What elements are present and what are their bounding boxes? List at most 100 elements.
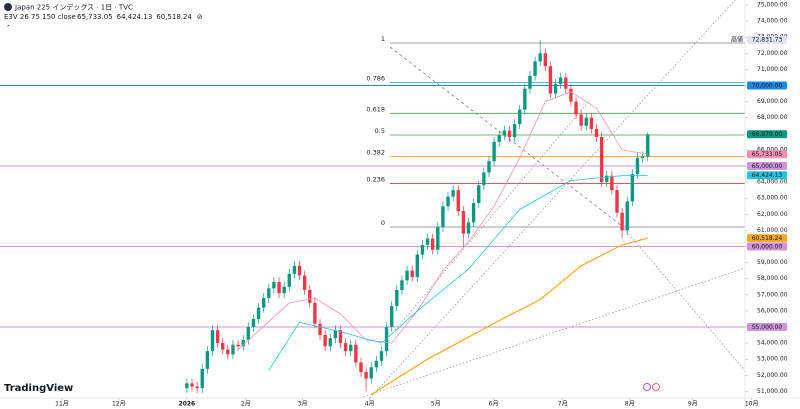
y-tick-label: 64,000.00 bbox=[757, 179, 788, 186]
candle-body bbox=[558, 77, 563, 84]
high-price-label-text: 72,831.73 bbox=[752, 37, 783, 44]
x-tick-label: 2月 bbox=[241, 401, 251, 408]
ema-line bbox=[237, 91, 648, 350]
candle-body bbox=[261, 298, 266, 308]
indicator-name: E3V 26 75 150 close bbox=[4, 13, 76, 21]
candle-body bbox=[338, 330, 343, 344]
candle-body bbox=[251, 318, 256, 327]
candle-body bbox=[236, 344, 240, 347]
x-tick-label: 7月 bbox=[558, 401, 568, 408]
candle-body bbox=[502, 130, 507, 136]
candle-body bbox=[384, 327, 389, 352]
candle-body bbox=[369, 367, 373, 379]
candle-body bbox=[231, 344, 235, 355]
candle-body bbox=[630, 174, 635, 202]
ema-price-label-text: 65,733.05 bbox=[752, 151, 783, 158]
hline-price-label-text: 65,000.00 bbox=[752, 163, 783, 170]
hline-price-label-text: 60,000.00 bbox=[752, 243, 783, 250]
candle-body bbox=[200, 368, 204, 389]
candle-body bbox=[302, 275, 307, 290]
candle-body bbox=[430, 238, 435, 250]
plot-area bbox=[0, 0, 745, 398]
candle-body bbox=[415, 254, 420, 278]
y-tick-label: 52,000.00 bbox=[757, 372, 788, 379]
candle-body bbox=[482, 172, 486, 186]
candle-body bbox=[625, 201, 629, 231]
candle-body bbox=[610, 175, 614, 191]
hline-price-label-text: 70,000.00 bbox=[752, 82, 783, 89]
hide-icon: ⊘ bbox=[197, 13, 203, 21]
trend-line bbox=[359, 267, 745, 398]
candle-body bbox=[267, 288, 271, 299]
candle-body bbox=[354, 344, 358, 363]
candle-body bbox=[185, 383, 189, 389]
candle-body bbox=[282, 286, 286, 294]
candle-body bbox=[190, 383, 194, 387]
hline-price-label-text: 55,000.00 bbox=[752, 324, 783, 331]
candle-body bbox=[374, 360, 379, 368]
candle-body bbox=[605, 175, 609, 183]
fib-label: 0 bbox=[381, 219, 385, 227]
chart-title: Japan 225 インデックス · 1日 · TVC bbox=[14, 3, 133, 12]
candle-body bbox=[436, 227, 440, 250]
candle-body bbox=[313, 302, 317, 324]
y-tick-label: 51,000.00 bbox=[757, 388, 788, 395]
candle-body bbox=[328, 338, 332, 347]
ema-line bbox=[370, 237, 648, 396]
symbol-icon bbox=[4, 3, 12, 11]
candle-body bbox=[246, 327, 251, 340]
y-tick-label: 62,000.00 bbox=[757, 211, 788, 218]
brand-logo: TradingView bbox=[4, 383, 73, 394]
candle-body bbox=[343, 343, 348, 352]
fib-label: 0.618 bbox=[366, 105, 385, 113]
candle-body bbox=[579, 114, 583, 126]
candle-body bbox=[487, 161, 491, 173]
candle-body bbox=[646, 134, 650, 157]
hline-price-label bbox=[747, 162, 787, 170]
y-tick-label: 69,000.00 bbox=[757, 98, 788, 105]
last-price-label bbox=[747, 130, 787, 139]
x-tick-label: 2026 bbox=[179, 401, 196, 408]
last-price-label-text: 66,970.00 bbox=[752, 131, 783, 138]
candle-body bbox=[364, 372, 368, 379]
x-tick-label: 3月 bbox=[298, 401, 308, 408]
fib-diagonal bbox=[389, 46, 623, 227]
collapse-toggle[interactable]: ⌃ bbox=[6, 25, 11, 32]
candle-body bbox=[492, 141, 496, 162]
x-tick-label: 10月 bbox=[745, 401, 759, 408]
candle-body bbox=[523, 88, 527, 110]
y-tick-label: 75,000.00 bbox=[757, 2, 788, 9]
indicator-value: 60,518.24 bbox=[156, 13, 192, 21]
event-icon[interactable] bbox=[643, 383, 651, 391]
candle-body bbox=[195, 386, 199, 389]
event-icon[interactable] bbox=[652, 383, 660, 391]
candle-body bbox=[287, 273, 291, 287]
ema-price-label bbox=[747, 150, 787, 159]
candle-body bbox=[466, 222, 471, 234]
candle-body bbox=[620, 212, 624, 231]
candle-body bbox=[410, 270, 414, 278]
candle-body bbox=[471, 203, 476, 223]
ema-price-label bbox=[747, 234, 787, 243]
y-tick-label: 59,000.00 bbox=[757, 259, 788, 266]
x-tick-label: 4月 bbox=[365, 401, 375, 408]
candle-body bbox=[640, 156, 645, 158]
candle-body bbox=[379, 351, 384, 361]
indicator-value: 64,424.13 bbox=[117, 13, 153, 21]
hline-price-label bbox=[747, 81, 787, 90]
fib-label: 0.5 bbox=[375, 127, 385, 135]
candle-body bbox=[277, 281, 281, 294]
fib-label: 0.236 bbox=[366, 176, 385, 184]
candle-body bbox=[215, 330, 220, 344]
fib-label: 0.382 bbox=[366, 149, 385, 157]
candle-body bbox=[323, 335, 327, 347]
candle-body bbox=[318, 323, 322, 336]
high-price-label bbox=[747, 35, 787, 44]
fib-label: 0.786 bbox=[366, 74, 385, 82]
candle-body bbox=[456, 190, 460, 212]
y-tick-label: 53,000.00 bbox=[757, 356, 788, 363]
candle-body bbox=[497, 135, 501, 142]
candle-body bbox=[461, 211, 466, 234]
